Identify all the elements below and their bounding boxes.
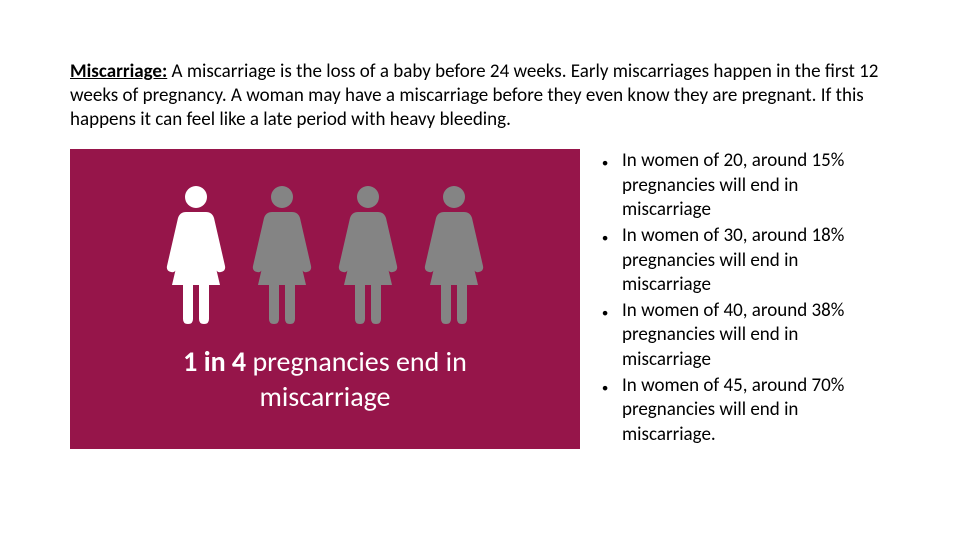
- intro-body: A miscarriage is the loss of a baby befo…: [70, 60, 878, 131]
- bullet-text: In women of 20, around 15% pregnancies w…: [622, 149, 890, 222]
- stat-line2: miscarriage: [259, 379, 390, 414]
- bullet-text: In women of 30, around 18% pregnancies w…: [622, 224, 890, 297]
- figure-row: [166, 184, 484, 324]
- bullet-item: ●In women of 30, around 18% pregnancies …: [588, 224, 890, 297]
- bullet-dot-icon: ●: [588, 299, 622, 372]
- bullet-list: ●In women of 20, around 15% pregnancies …: [588, 149, 890, 449]
- bullet-item: ●In women of 45, around 70% pregnancies …: [588, 374, 890, 447]
- woman-icon: [338, 184, 398, 324]
- stat-text: 1 in 4 pregnancies end in miscarriage: [183, 344, 467, 414]
- bullet-item: ●In women of 40, around 38% pregnancies …: [588, 299, 890, 372]
- stat-rest-line1: pregnancies end in: [246, 344, 467, 379]
- intro-paragraph: Miscarriage: A miscarriage is the loss o…: [70, 60, 890, 131]
- bullet-text: In women of 40, around 38% pregnancies w…: [622, 299, 890, 372]
- woman-icon-highlight: [166, 184, 226, 324]
- stat-bold: 1 in 4: [183, 344, 246, 379]
- woman-icon: [424, 184, 484, 324]
- bullet-text: In women of 45, around 70% pregnancies w…: [622, 374, 890, 447]
- bullet-ul: ●In women of 20, around 15% pregnancies …: [588, 149, 890, 447]
- bullet-dot-icon: ●: [588, 149, 622, 222]
- infographic-panel: 1 in 4 pregnancies end in miscarriage: [70, 149, 580, 449]
- bullet-dot-icon: ●: [588, 224, 622, 297]
- slide: Miscarriage: A miscarriage is the loss o…: [0, 0, 960, 469]
- bullet-dot-icon: ●: [588, 374, 622, 447]
- intro-term: Miscarriage:: [70, 60, 167, 83]
- woman-icon: [252, 184, 312, 324]
- content-row: 1 in 4 pregnancies end in miscarriage ●I…: [70, 149, 890, 449]
- bullet-item: ●In women of 20, around 15% pregnancies …: [588, 149, 890, 222]
